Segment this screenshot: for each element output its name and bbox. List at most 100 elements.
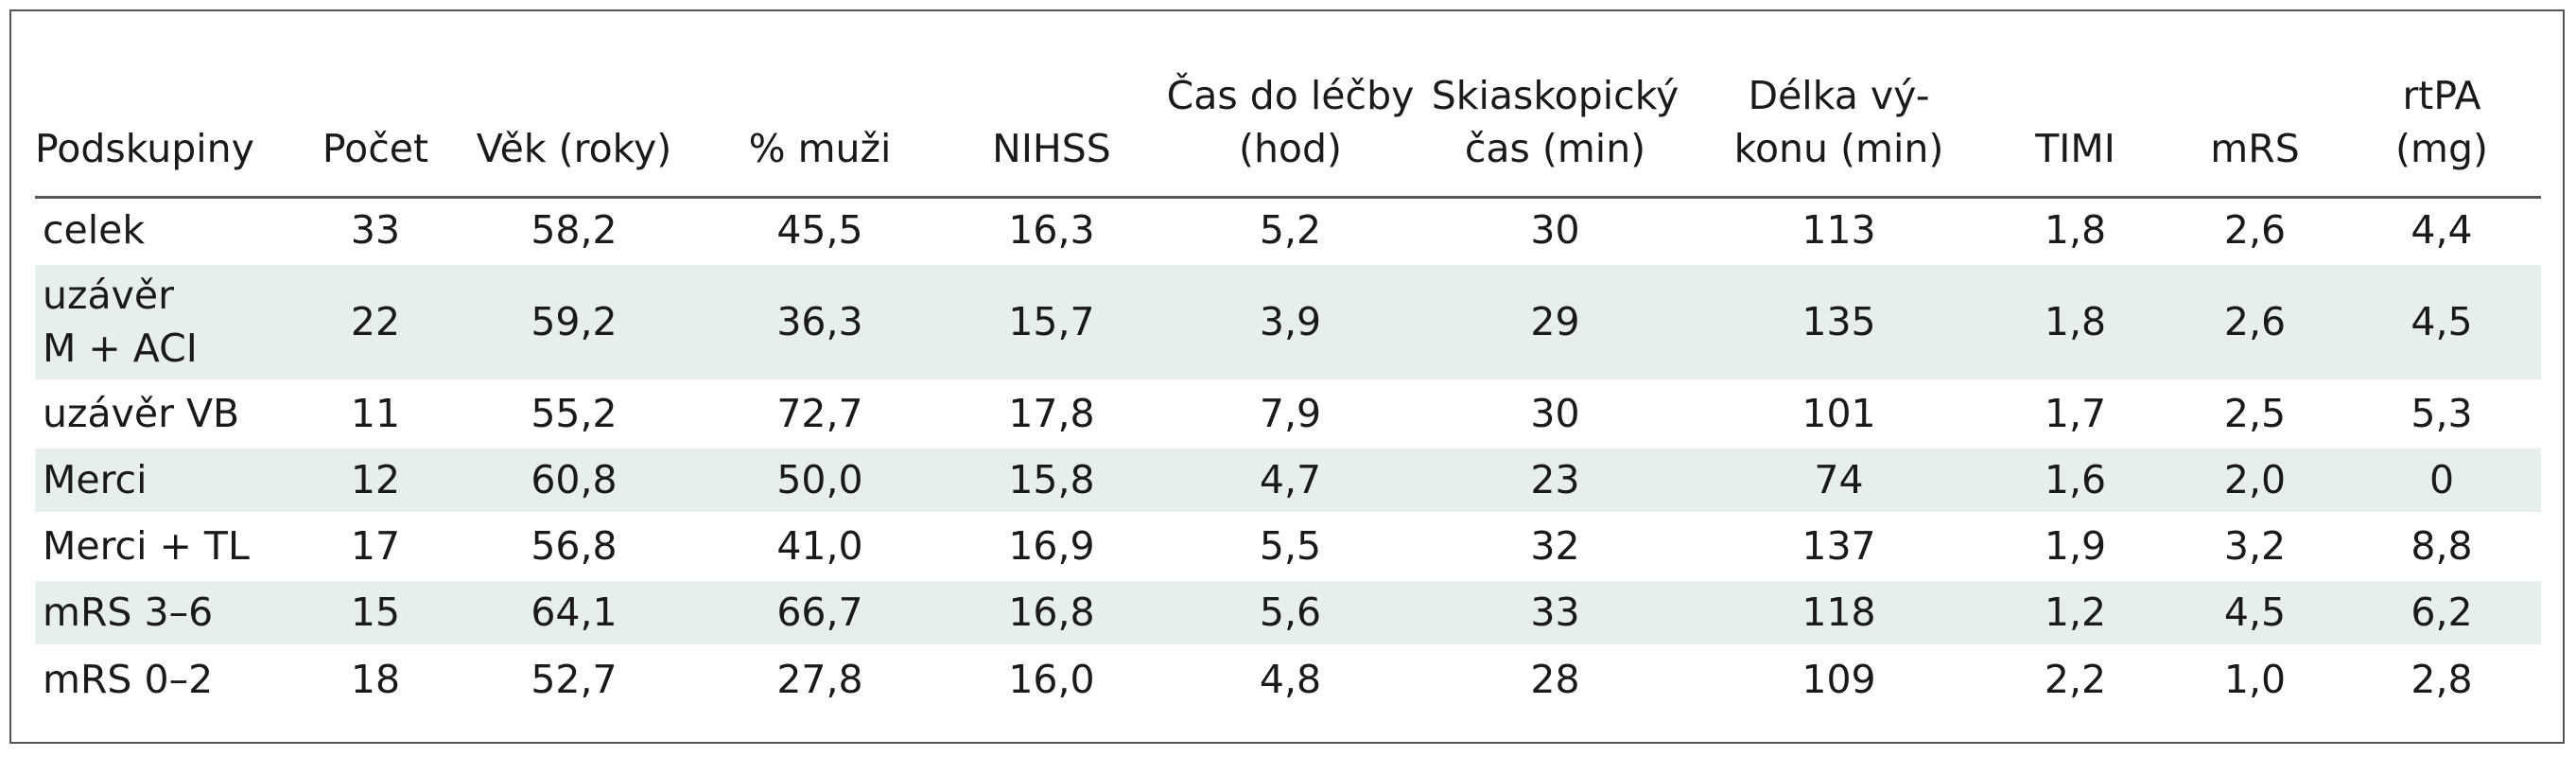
header-cell: Čas do léčby (hod) xyxy=(1165,59,1416,199)
value-cell: 2,5 xyxy=(2167,380,2342,449)
row-label-cell: mRS 0–2 xyxy=(43,656,214,702)
table-body: celek 33 58,2 45,5 16,3 5,2 30 113 1,8 2,6 4,4 uzáv… xyxy=(35,197,2541,712)
value-cell: 45,5 xyxy=(702,197,938,265)
value-cell: 1,9 xyxy=(1983,513,2167,581)
value-cell: 32 xyxy=(1416,513,1695,581)
value-cell: 4,7 xyxy=(1165,447,1416,515)
value-cell: 60,8 xyxy=(446,447,702,515)
value-cell: 2,6 xyxy=(2167,263,2342,382)
header-text: (hod) xyxy=(1238,125,1343,171)
value-cell: 1,6 xyxy=(1983,447,2167,515)
header-cell: Skiaskopický čas (min) xyxy=(1416,59,1695,199)
header-text: % muži xyxy=(748,125,892,171)
value-cell: 30 xyxy=(1416,197,1695,265)
header-cell: rtPA (mg) xyxy=(2342,59,2541,199)
value-cell: 135 xyxy=(1695,263,1983,382)
header-text: TIMI xyxy=(2035,125,2115,171)
table-row: Merci 12 60,8 50,0 15,8 4,7 23 74 1,6 2,0 0 xyxy=(35,447,2541,515)
header-text: konu (min) xyxy=(1733,125,1944,171)
value-cell: 30 xyxy=(1416,380,1695,449)
value-cell: 56,8 xyxy=(446,513,702,581)
value-cell: 50,0 xyxy=(702,447,938,515)
value-cell: 17,8 xyxy=(938,380,1165,449)
header-cell: Počet xyxy=(305,59,446,199)
value-cell: 2,6 xyxy=(2167,197,2342,265)
value-cell: 1,0 xyxy=(2223,656,2287,702)
value-cell: 15 xyxy=(305,579,446,647)
value-cell: 4,5 xyxy=(2167,579,2342,647)
value-cell: 5,3 xyxy=(2342,380,2541,449)
value-cell: 27,8 xyxy=(776,656,863,702)
value-cell: 17 xyxy=(305,513,446,581)
table-row: celek 33 58,2 45,5 16,3 5,2 30 113 1,8 2,6 4,4 xyxy=(35,197,2541,265)
row-label-cell: celek xyxy=(35,197,305,265)
row-label-cell: uzávěr VB xyxy=(35,380,305,449)
value-cell: 118 xyxy=(1695,579,1983,647)
header-cell: NIHSS xyxy=(938,59,1165,199)
header-cell: Podskupiny xyxy=(35,59,305,199)
header-text: rtPA xyxy=(2402,72,2481,118)
header-text: Věk (roky) xyxy=(476,125,672,171)
value-cell: 18 xyxy=(350,656,401,702)
value-cell: 16,9 xyxy=(938,513,1165,581)
header-text: Podskupiny xyxy=(35,125,254,171)
value-cell: 4,8 xyxy=(1259,656,1322,702)
header-text: Čas do léčby xyxy=(1166,72,1415,118)
value-cell: 6,2 xyxy=(2342,579,2541,647)
table-row: mRS 3–6 15 64,1 66,7 16,8 5,6 33 118 1,2 4,5 6,2 xyxy=(35,579,2541,647)
value-cell: 0 xyxy=(2342,447,2541,515)
table-row: uzávěr VB 11 55,2 72,7 17,8 7,9 30 101 1,7 2,5 5,3 xyxy=(35,380,2541,449)
header-text: mRS xyxy=(2210,125,2300,171)
value-cell: 12 xyxy=(305,447,446,515)
value-cell: 58,2 xyxy=(446,197,702,265)
value-cell: 11 xyxy=(305,380,446,449)
value-cell: 59,2 xyxy=(446,263,702,382)
value-cell: 5,6 xyxy=(1165,579,1416,647)
value-cell: 64,1 xyxy=(446,579,702,647)
table-frame: Podskupiny Počet Věk (roky) % muži NIHSS… xyxy=(9,9,2565,744)
header-cell: Délka vý-konu (min) xyxy=(1695,59,1983,199)
header-text: Skiaskopický xyxy=(1431,72,1680,118)
value-cell: 22 xyxy=(305,263,446,382)
header-text: Počet xyxy=(322,125,429,171)
value-cell: 29 xyxy=(1416,263,1695,382)
value-cell: 16,0 xyxy=(1008,656,1095,702)
header-cell: mRS xyxy=(2167,59,2342,199)
value-cell: 36,3 xyxy=(702,263,938,382)
table-row: Merci + TL 17 56,8 41,0 16,9 5,5 32 137 1,9 3,2 8,… xyxy=(35,513,2541,581)
row-label-cell: mRS 3–6 xyxy=(35,579,305,647)
value-cell: 2,2 xyxy=(2044,656,2107,702)
value-cell: 3,9 xyxy=(1165,263,1416,382)
value-cell: 1,8 xyxy=(1983,263,2167,382)
header-text: čas (min) xyxy=(1464,125,1646,171)
value-cell: 1,8 xyxy=(1983,197,2167,265)
value-cell: 4,5 xyxy=(2342,263,2541,382)
value-cell: 4,4 xyxy=(2342,197,2541,265)
value-cell: 109 xyxy=(1801,656,1876,702)
row-label-cell: Merci xyxy=(35,447,305,515)
table-row: uzávěr M + ACI 22 59,2 36,3 15,7 3,9 29 135 1,8 2… xyxy=(35,263,2541,382)
row-label-cell: Merci + TL xyxy=(35,513,305,581)
value-cell: 41,0 xyxy=(702,513,938,581)
value-cell: 1,7 xyxy=(1983,380,2167,449)
value-cell: 1,2 xyxy=(1983,579,2167,647)
value-cell: 137 xyxy=(1695,513,1983,581)
value-cell: 16,8 xyxy=(938,579,1165,647)
value-cell: 2,0 xyxy=(2167,447,2342,515)
value-cell: 72,7 xyxy=(702,380,938,449)
value-cell: 5,2 xyxy=(1165,197,1416,265)
header-text: Délka vý- xyxy=(1748,72,1930,118)
value-cell: 33 xyxy=(1416,579,1695,647)
value-cell: 8,8 xyxy=(2342,513,2541,581)
value-cell: 7,9 xyxy=(1165,380,1416,449)
value-cell: 5,5 xyxy=(1165,513,1416,581)
value-cell: 16,3 xyxy=(938,197,1165,265)
table-row: mRS 0–2 18 52,7 27,8 16,0 4,8 28 109 2,2 1,0 2,8 xyxy=(35,645,2541,712)
value-cell: 74 xyxy=(1695,447,1983,515)
value-cell: 3,2 xyxy=(2167,513,2342,581)
value-cell: 113 xyxy=(1695,197,1983,265)
value-cell: 101 xyxy=(1695,380,1983,449)
subgroup-results-table: Podskupiny Počet Věk (roky) % muži NIHSS… xyxy=(35,59,2541,712)
header-cell: TIMI xyxy=(1983,59,2167,199)
value-cell: 66,7 xyxy=(702,579,938,647)
